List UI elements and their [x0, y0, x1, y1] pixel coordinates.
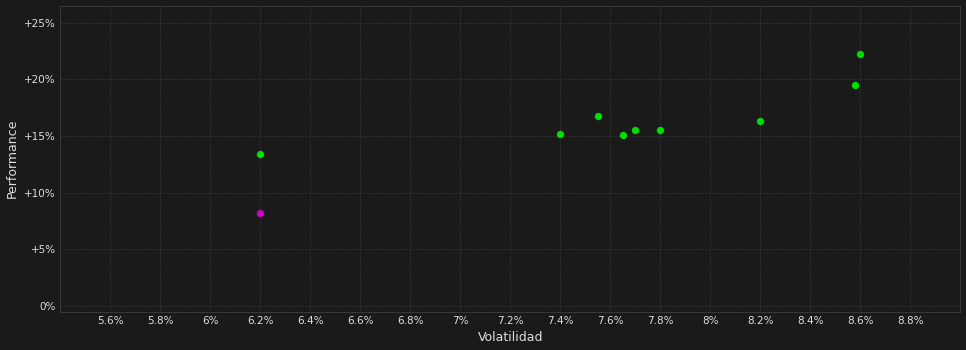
Point [753, 118, 768, 124]
Point [853, 51, 868, 57]
Point [615, 132, 631, 138]
Point [252, 151, 268, 157]
Point [628, 127, 643, 133]
Point [252, 210, 268, 216]
Y-axis label: Performance: Performance [6, 119, 18, 198]
Point [590, 113, 606, 118]
X-axis label: Volatilidad: Volatilidad [477, 331, 543, 344]
Point [553, 131, 568, 136]
Point [653, 127, 668, 133]
Point [848, 82, 864, 88]
